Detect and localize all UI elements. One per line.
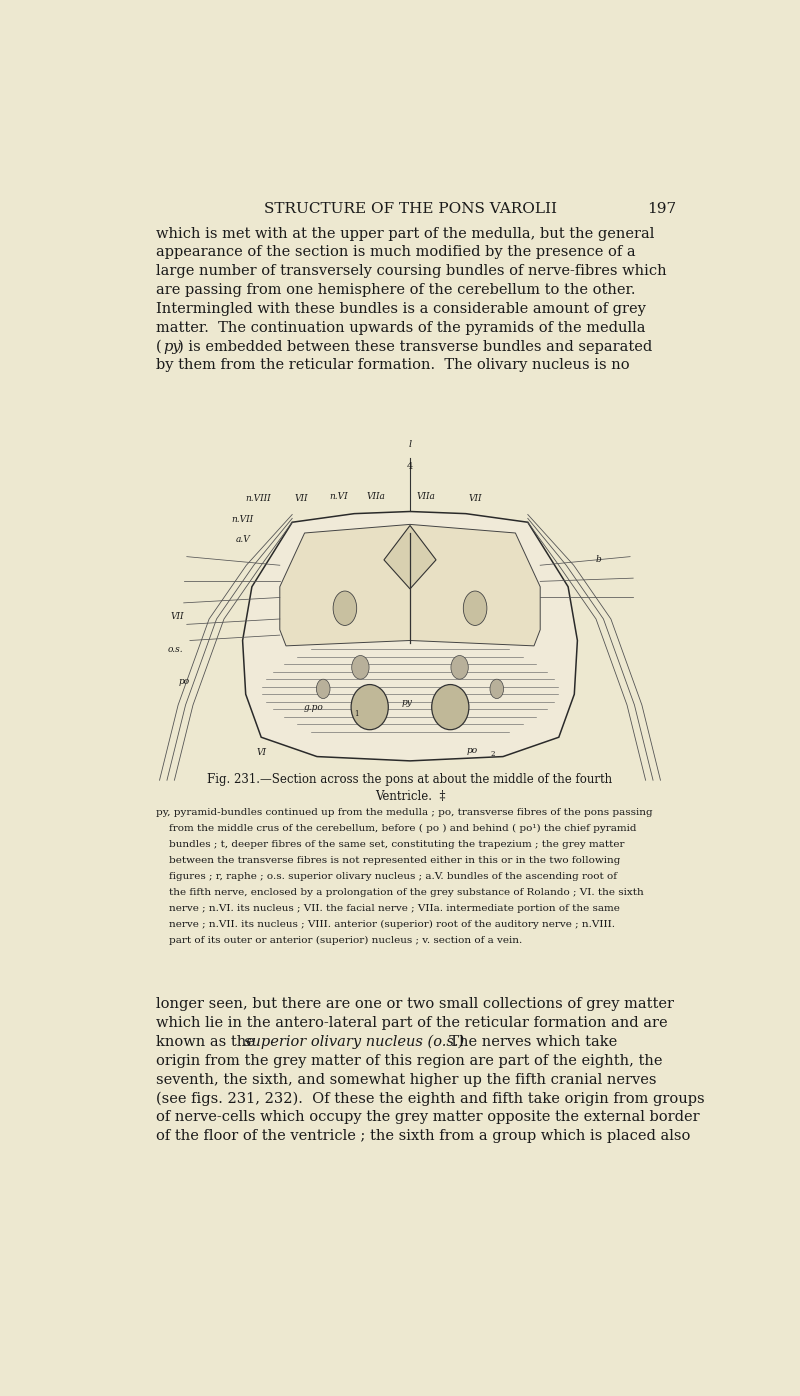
Text: o.s.: o.s. — [168, 645, 184, 653]
Text: between the transverse fibres is not represented either in this or in the two fo: between the transverse fibres is not rep… — [156, 856, 620, 866]
Text: are passing from one hemisphere of the cerebellum to the other.: are passing from one hemisphere of the c… — [156, 283, 635, 297]
Text: po: po — [466, 745, 478, 755]
Polygon shape — [384, 525, 436, 589]
Text: figures ; r, raphe ; o.s. superior olivary nucleus ; a.V. bundles of the ascendi: figures ; r, raphe ; o.s. superior oliva… — [156, 872, 617, 881]
Text: VIIa: VIIa — [366, 491, 386, 501]
Text: matter.  The continuation upwards of the pyramids of the medulla: matter. The continuation upwards of the … — [156, 321, 646, 335]
Text: 4: 4 — [407, 462, 413, 470]
Text: py: py — [164, 339, 182, 353]
Text: VII: VII — [170, 613, 184, 621]
Text: (see figs. 231, 232).  Of these the eighth and fifth take origin from groups: (see figs. 231, 232). Of these the eight… — [156, 1092, 705, 1106]
Text: bundles ; t, deeper fibres of the same set, constituting the trapezium ; the gre: bundles ; t, deeper fibres of the same s… — [156, 840, 624, 849]
Polygon shape — [242, 511, 578, 761]
Text: (: ( — [156, 339, 162, 353]
Text: Intermingled with these bundles is a considerable amount of grey: Intermingled with these bundles is a con… — [156, 302, 646, 315]
Text: appearance of the section is much modified by the presence of a: appearance of the section is much modifi… — [156, 246, 635, 260]
Text: Ventricle.  ‡: Ventricle. ‡ — [374, 790, 446, 803]
Text: large number of transversely coursing bundles of nerve-fibres which: large number of transversely coursing bu… — [156, 264, 666, 278]
Text: of the floor of the ventricle ; the sixth from a group which is placed also: of the floor of the ventricle ; the sixt… — [156, 1129, 690, 1143]
Text: nerve ; n.VI. its nucleus ; VII. the facial nerve ; VIIa. intermediate portion o: nerve ; n.VI. its nucleus ; VII. the fac… — [156, 903, 620, 913]
Text: from the middle crus of the cerebellum, before ( po ) and behind ( po¹) the chie: from the middle crus of the cerebellum, … — [156, 824, 636, 833]
Text: nerve ; n.VII. its nucleus ; VIII. anterior (superior) root of the auditory nerv: nerve ; n.VII. its nucleus ; VIII. anter… — [156, 920, 614, 928]
Text: seventh, the sixth, and somewhat higher up the fifth cranial nerves: seventh, the sixth, and somewhat higher … — [156, 1072, 656, 1086]
Text: part of its outer or anterior (superior) nucleus ; v. section of a vein.: part of its outer or anterior (superior)… — [156, 935, 522, 945]
Ellipse shape — [333, 591, 357, 625]
Ellipse shape — [463, 591, 487, 625]
Text: superior olivary nucleus (o.s.): superior olivary nucleus (o.s.) — [245, 1034, 465, 1050]
Text: b: b — [596, 556, 602, 564]
Text: VI: VI — [256, 748, 266, 757]
Text: which is met with at the upper part of the medulla, but the general: which is met with at the upper part of t… — [156, 226, 654, 240]
Text: longer seen, but there are one or two small collections of grey matter: longer seen, but there are one or two sm… — [156, 997, 674, 1011]
Text: The nerves which take: The nerves which take — [440, 1034, 617, 1048]
Text: g.po: g.po — [303, 702, 323, 712]
Text: n.VI: n.VI — [330, 491, 348, 501]
Text: n.VII: n.VII — [231, 515, 254, 525]
Text: po: po — [178, 677, 190, 685]
Text: known as the: known as the — [156, 1034, 259, 1048]
Text: which lie in the antero-lateral part of the reticular formation and are: which lie in the antero-lateral part of … — [156, 1016, 667, 1030]
Text: Fig. 231.—Section across the pons at about the middle of the fourth: Fig. 231.—Section across the pons at abo… — [207, 773, 613, 786]
Text: py, pyramid-bundles continued up from the medulla ; po, transverse fibres of the: py, pyramid-bundles continued up from th… — [156, 808, 653, 817]
Text: STRUCTURE OF THE PONS VAROLII: STRUCTURE OF THE PONS VAROLII — [263, 202, 557, 216]
Text: the fifth nerve, enclosed by a prolongation of the grey substance of Rolando ; V: the fifth nerve, enclosed by a prolongat… — [156, 888, 643, 896]
Ellipse shape — [432, 684, 469, 730]
Text: origin from the grey matter of this region are part of the eighth, the: origin from the grey matter of this regi… — [156, 1054, 662, 1068]
Text: 2: 2 — [490, 750, 495, 758]
Text: n.VIII: n.VIII — [246, 494, 271, 503]
Ellipse shape — [490, 680, 504, 698]
Text: 1: 1 — [354, 711, 358, 719]
Text: ) is embedded between these transverse bundles and separated: ) is embedded between these transverse b… — [178, 339, 652, 355]
Ellipse shape — [316, 680, 330, 698]
Text: VII: VII — [468, 494, 482, 503]
Text: 197: 197 — [647, 202, 677, 216]
Text: of nerve-cells which occupy the grey matter opposite the external border: of nerve-cells which occupy the grey mat… — [156, 1110, 699, 1124]
Text: py: py — [402, 698, 412, 708]
Text: by them from the reticular formation.  The olivary nucleus is no: by them from the reticular formation. Th… — [156, 359, 630, 373]
Polygon shape — [280, 525, 540, 646]
Ellipse shape — [351, 684, 388, 730]
Text: VIIa: VIIa — [416, 491, 435, 501]
Text: a.V: a.V — [235, 535, 250, 544]
Text: VII: VII — [294, 494, 308, 503]
Ellipse shape — [352, 656, 369, 680]
Text: l: l — [409, 440, 411, 450]
Ellipse shape — [451, 656, 468, 680]
